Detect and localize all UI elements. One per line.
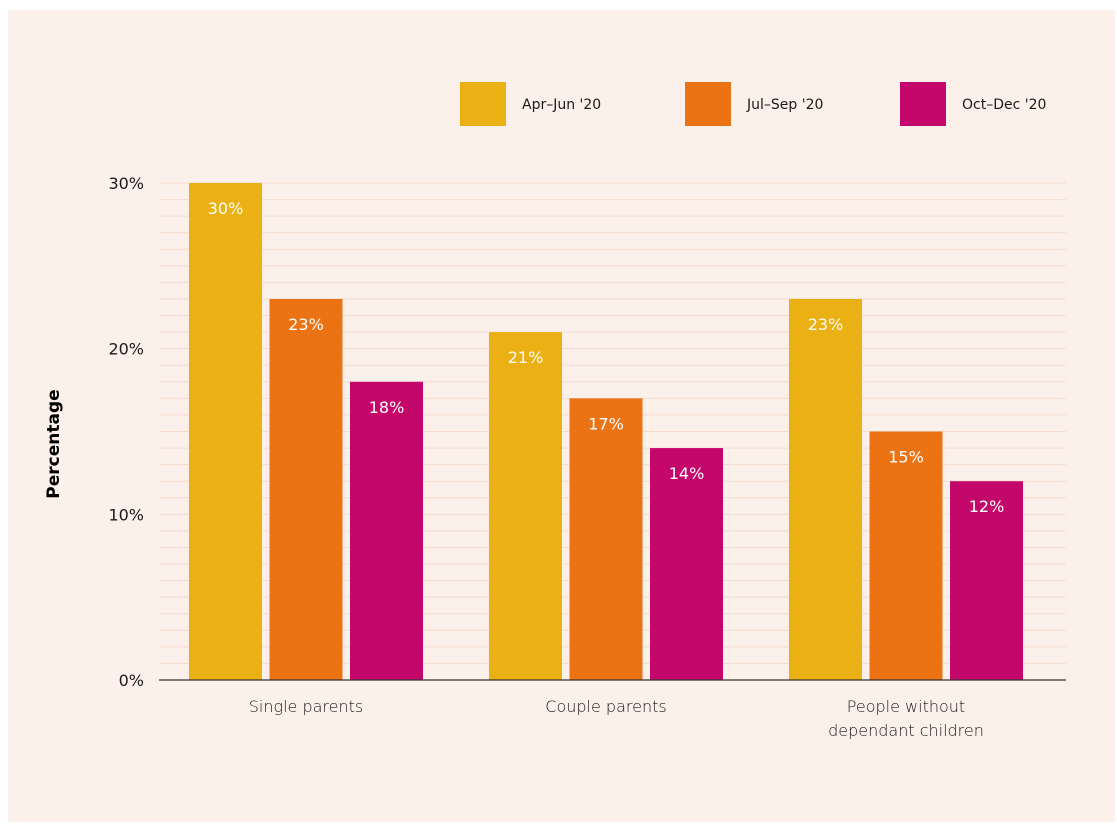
data-label: 14% [669,464,705,483]
x-tick-label: People without [847,697,965,716]
bar [869,431,943,680]
bar [350,381,423,680]
data-label: 30% [208,199,244,218]
legend-label: Apr–Jun '20 [522,97,601,113]
legend: Apr–Jun '20 Jul–Sep '20 Oct–Dec '20 [460,82,1046,126]
y-tick-label: 0% [119,671,144,690]
y-tick-label: 20% [108,340,144,359]
x-tick-label: dependant children [828,721,984,740]
data-label: 23% [808,315,844,334]
x-tick-label: Single parents [249,697,364,716]
legend-swatch [460,82,506,126]
y-tick-label: 10% [108,505,144,524]
legend-swatch [900,82,946,126]
data-label: 12% [969,497,1005,516]
bar [189,183,262,680]
y-axis-title: Percentage [44,389,64,498]
data-label: 15% [888,448,924,467]
bar [269,298,343,680]
legend-label: Oct–Dec '20 [962,97,1046,113]
bars: 30% 23% 18% 21% 17% 14% 23% 15% 12% [189,183,1023,680]
bar [950,481,1023,680]
x-tick-label: Couple parents [545,697,666,716]
data-label: 17% [588,414,624,433]
data-label: 23% [288,315,324,334]
legend-swatch [685,82,731,126]
data-label: 21% [508,348,544,367]
axes: 0% 10% 20% 30% Single parents Couple parents P… [108,174,1066,740]
bar [650,448,723,680]
bar [569,398,643,680]
bar [789,298,862,680]
bar [489,332,562,680]
chart-panel: 30% 23% 18% 21% 17% 14% 23% 15% 12% 0% 10% 20% 30% S… [8,10,1115,822]
data-label: 18% [369,398,405,417]
y-tick-label: 30% [108,174,144,193]
legend-label: Jul–Sep '20 [746,97,823,113]
bar-chart: 30% 23% 18% 21% 17% 14% 23% 15% 12% 0% 10% 20% 30% S… [44,82,1066,740]
